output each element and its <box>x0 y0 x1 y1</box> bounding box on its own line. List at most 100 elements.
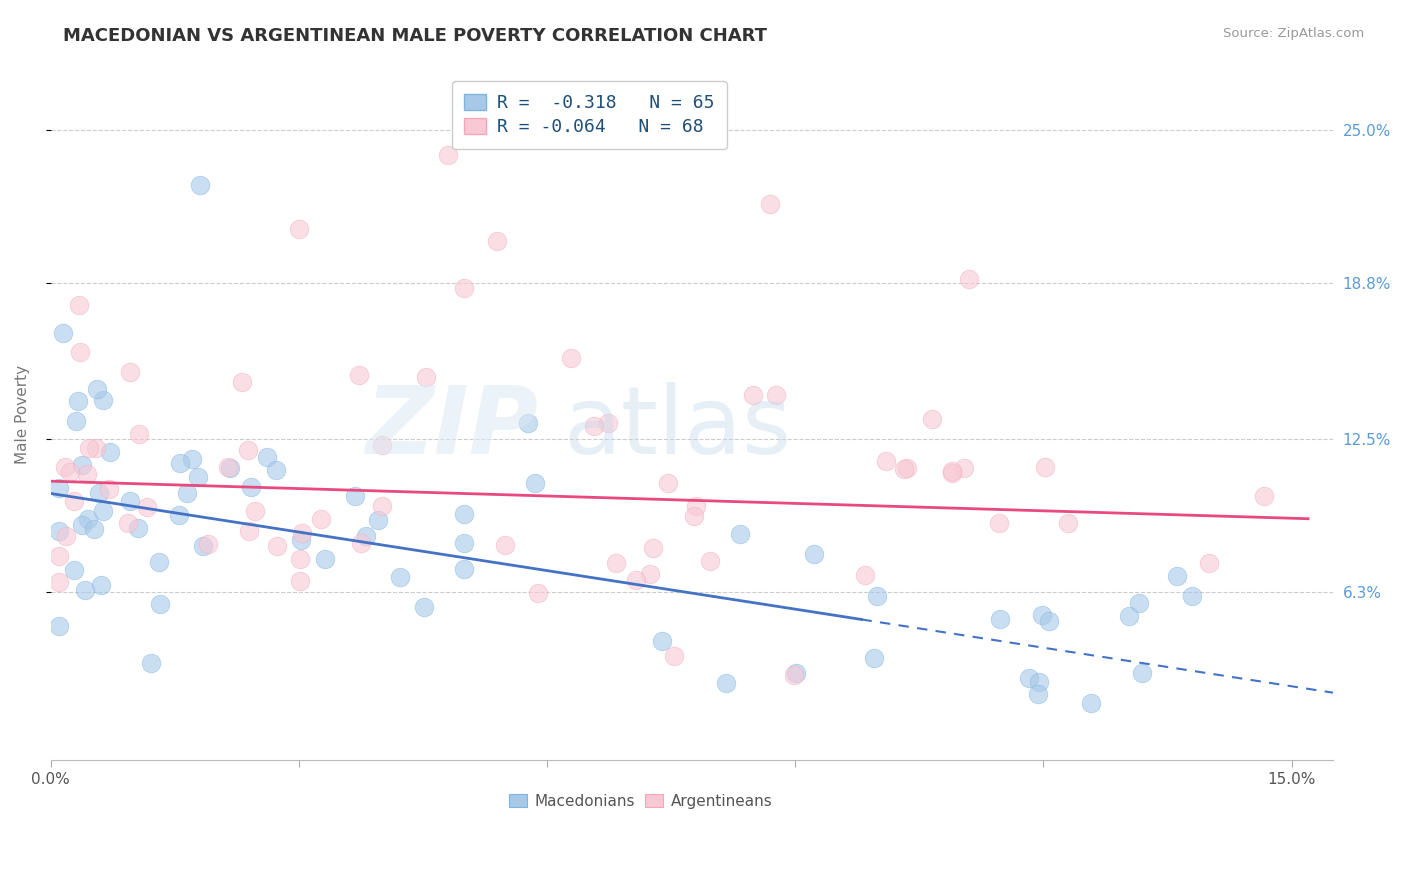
Point <box>347 368 370 382</box>
Point <box>765 388 787 402</box>
Point <box>239 480 262 494</box>
Text: Source: ZipAtlas.com: Source: ZipAtlas.com <box>1223 27 1364 40</box>
Point <box>682 508 704 523</box>
Point <box>97 482 120 496</box>
Point <box>311 512 333 526</box>
Point <box>180 452 202 467</box>
Point <box>453 536 475 550</box>
Point <box>437 148 460 162</box>
Point <box>66 394 89 409</box>
Point <box>191 539 214 553</box>
Point <box>657 476 679 491</box>
Point <box>370 438 392 452</box>
Point <box>1018 671 1040 685</box>
Point <box>862 651 884 665</box>
Point <box>264 463 287 477</box>
Point <box>86 382 108 396</box>
Point <box>91 393 114 408</box>
Point <box>662 648 685 663</box>
Point <box>742 388 765 402</box>
Point <box>1026 687 1049 701</box>
Point <box>77 441 100 455</box>
Point <box>367 513 389 527</box>
Point <box>526 586 548 600</box>
Point <box>1028 674 1050 689</box>
Point <box>127 521 149 535</box>
Point <box>73 583 96 598</box>
Point <box>219 461 242 475</box>
Text: MACEDONIAN VS ARGENTINEAN MALE POVERTY CORRELATION CHART: MACEDONIAN VS ARGENTINEAN MALE POVERTY C… <box>63 27 768 45</box>
Point <box>941 464 963 478</box>
Point <box>62 493 84 508</box>
Point <box>90 578 112 592</box>
Point <box>48 524 70 538</box>
Point <box>266 539 288 553</box>
Point <box>1130 666 1153 681</box>
Point <box>783 668 806 682</box>
Point <box>63 563 86 577</box>
Y-axis label: Male Poverty: Male Poverty <box>15 365 30 464</box>
Point <box>1038 614 1060 628</box>
Point <box>70 517 93 532</box>
Point <box>453 562 475 576</box>
Point <box>370 500 392 514</box>
Point <box>714 676 737 690</box>
Point <box>1128 597 1150 611</box>
Point <box>238 524 260 539</box>
Point <box>70 458 93 473</box>
Point <box>875 454 897 468</box>
Point <box>65 414 87 428</box>
Point <box>453 281 475 295</box>
Point <box>953 461 976 475</box>
Point <box>139 656 162 670</box>
Point <box>638 566 661 581</box>
Legend: Macedonians, Argentineans: Macedonians, Argentineans <box>503 788 779 815</box>
Point <box>83 522 105 536</box>
Point <box>98 444 121 458</box>
Point <box>288 222 311 236</box>
Point <box>169 457 191 471</box>
Point <box>87 486 110 500</box>
Point <box>290 574 312 589</box>
Point <box>1118 609 1140 624</box>
Point <box>236 442 259 457</box>
Point <box>685 499 707 513</box>
Point <box>148 555 170 569</box>
Point <box>803 547 825 561</box>
Point <box>76 467 98 481</box>
Point <box>486 235 509 249</box>
Point <box>921 412 943 426</box>
Point <box>1198 556 1220 570</box>
Point <box>624 574 647 588</box>
Point <box>759 197 782 211</box>
Point <box>48 619 70 633</box>
Point <box>596 416 619 430</box>
Point <box>728 527 751 541</box>
Point <box>176 485 198 500</box>
Point <box>941 467 963 481</box>
Point <box>167 508 190 522</box>
Point <box>197 537 219 551</box>
Point <box>291 525 314 540</box>
Point <box>988 612 1011 626</box>
Text: ZIP: ZIP <box>366 383 538 475</box>
Point <box>560 351 582 365</box>
Point <box>785 666 807 681</box>
Point <box>389 570 412 584</box>
Point <box>1031 607 1053 622</box>
Point <box>523 476 546 491</box>
Text: atlas: atlas <box>564 383 792 475</box>
Point <box>1181 589 1204 603</box>
Point <box>120 494 142 508</box>
Point <box>231 375 253 389</box>
Point <box>67 297 90 311</box>
Point <box>344 489 367 503</box>
Point <box>314 552 336 566</box>
Point <box>84 441 107 455</box>
Point <box>699 554 721 568</box>
Point <box>413 600 436 615</box>
Point <box>651 634 673 648</box>
Point <box>494 538 516 552</box>
Point <box>149 597 172 611</box>
Point <box>1033 459 1056 474</box>
